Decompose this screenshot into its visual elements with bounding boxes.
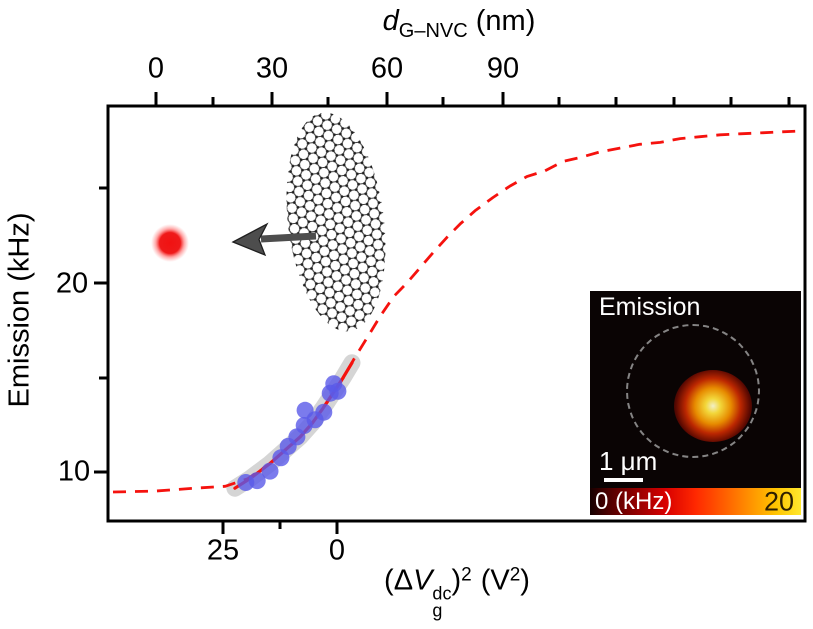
theory-curve-dashed <box>112 129 801 494</box>
top-tick-label-30: 30 <box>255 52 289 85</box>
colorbar: 0 (kHz) 20 <box>590 486 801 516</box>
plot-frame <box>106 104 807 523</box>
y-axis-title: Emission (kHz) <box>3 212 36 408</box>
bottom-title-unit-close: ) <box>520 564 530 597</box>
bottom-title-subsup: dc g <box>432 583 452 621</box>
top-tick-label-60: 60 <box>370 52 404 85</box>
colorbar-max-label: 20 <box>763 486 794 516</box>
inset-title: Emission <box>599 293 701 321</box>
top-axis-title: dG–NVC (nm) <box>383 5 536 43</box>
bottom-title-squared: 2 <box>461 564 472 586</box>
bottom-axis-title: (ΔV dc g)2 (V2) <box>384 564 530 619</box>
bottom-tick-label-25: 25 <box>206 534 240 567</box>
bottom-axis-ticks <box>221 521 339 534</box>
scale-bar <box>604 478 643 482</box>
top-axis-title-symbol: d <box>382 5 399 37</box>
data-point <box>329 382 347 400</box>
top-axis-ticks <box>154 92 791 106</box>
top-axis-title-unit: (nm) <box>475 5 536 37</box>
y-tick-label-20: 20 <box>55 267 89 300</box>
data-point <box>261 462 279 480</box>
scale-bar-label: 1 μm <box>599 446 658 476</box>
top-tick-label-0: 0 <box>147 52 165 85</box>
bottom-title-symbol: V <box>413 564 433 597</box>
y-tick-label-10: 10 <box>57 455 91 488</box>
data-point <box>315 403 333 421</box>
bottom-title-superscript: dc <box>432 583 452 604</box>
bottom-title-unit-squared: 2 <box>509 564 521 586</box>
membrane-dashed-circle <box>626 324 760 458</box>
nv-center-dot <box>151 224 189 262</box>
data-points <box>237 375 347 491</box>
top-axis-title-subscript: G–NVC <box>398 20 468 42</box>
emission-spot <box>674 370 752 442</box>
data-point <box>248 472 266 490</box>
inset-emission-map: Emission 1 μm 0 (kHz) 20 <box>588 289 803 517</box>
top-tick-label-90: 90 <box>486 52 520 85</box>
arrow-icon <box>231 222 317 257</box>
bottom-tick-label-0: 0 <box>328 534 346 567</box>
bottom-title-unit: (V <box>480 564 510 597</box>
left-axis-ticks <box>94 186 108 474</box>
bottom-title-close: ) <box>451 564 462 597</box>
bottom-title-open: (Δ <box>384 564 414 597</box>
graphene-sheet-illustration <box>286 112 386 332</box>
colorbar-min-label: 0 (kHz) <box>595 487 673 515</box>
bottom-title-subscript: g <box>432 600 443 621</box>
